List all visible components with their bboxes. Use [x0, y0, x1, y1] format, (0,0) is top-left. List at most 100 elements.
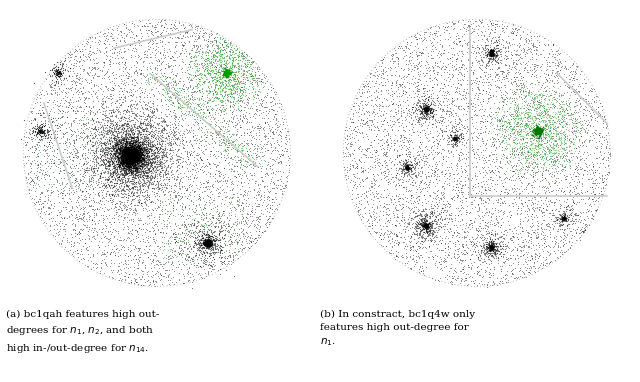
- Point: [103, 181, 113, 188]
- Point: [405, 165, 415, 171]
- Point: [541, 121, 551, 127]
- Point: [421, 108, 431, 114]
- Point: [109, 252, 120, 258]
- Point: [517, 163, 527, 169]
- Point: [426, 110, 436, 116]
- Point: [397, 87, 408, 93]
- Point: [120, 131, 131, 137]
- Point: [413, 119, 424, 125]
- Point: [124, 152, 134, 158]
- Point: [470, 248, 480, 254]
- Point: [168, 202, 178, 209]
- Point: [437, 205, 447, 211]
- Point: [224, 195, 234, 201]
- Point: [98, 168, 108, 175]
- Point: [511, 188, 521, 194]
- Point: [138, 139, 148, 145]
- Point: [403, 165, 413, 171]
- Point: [160, 146, 170, 152]
- Point: [111, 137, 122, 143]
- Point: [539, 41, 549, 47]
- Point: [145, 36, 155, 42]
- Point: [131, 163, 141, 170]
- Point: [124, 154, 134, 160]
- Point: [143, 168, 154, 175]
- Point: [171, 125, 181, 131]
- Point: [118, 151, 129, 157]
- Point: [497, 118, 507, 124]
- Point: [452, 136, 462, 142]
- Point: [522, 140, 532, 146]
- Point: [538, 144, 548, 150]
- Point: [120, 160, 131, 167]
- Point: [486, 51, 497, 57]
- Point: [468, 123, 479, 129]
- Point: [444, 173, 454, 179]
- Point: [127, 181, 137, 188]
- Point: [212, 69, 223, 75]
- Point: [141, 141, 151, 147]
- Point: [124, 151, 134, 157]
- Point: [118, 179, 128, 185]
- Point: [410, 213, 420, 219]
- Point: [67, 50, 77, 57]
- Point: [127, 153, 138, 159]
- Point: [208, 234, 218, 240]
- Point: [554, 158, 564, 164]
- Point: [210, 123, 220, 129]
- Point: [124, 159, 134, 165]
- Point: [48, 232, 58, 238]
- Point: [179, 204, 189, 210]
- Point: [136, 154, 146, 160]
- Point: [181, 112, 191, 118]
- Point: [139, 159, 149, 165]
- Point: [113, 146, 124, 152]
- Point: [511, 147, 521, 153]
- Point: [141, 189, 152, 195]
- Point: [486, 20, 496, 26]
- Point: [484, 112, 494, 118]
- Point: [246, 208, 256, 214]
- Point: [138, 98, 148, 104]
- Point: [108, 170, 118, 176]
- Point: [526, 197, 536, 203]
- Point: [85, 34, 95, 40]
- Point: [210, 118, 220, 124]
- Point: [420, 106, 431, 112]
- Point: [435, 41, 445, 47]
- Point: [557, 113, 567, 120]
- Point: [129, 148, 140, 154]
- Point: [396, 165, 406, 172]
- Point: [208, 236, 218, 243]
- Point: [138, 148, 148, 154]
- Point: [193, 107, 204, 113]
- Point: [186, 22, 196, 28]
- Point: [100, 183, 111, 189]
- Point: [54, 84, 64, 91]
- Point: [207, 55, 217, 61]
- Point: [203, 240, 213, 246]
- Point: [132, 157, 142, 163]
- Point: [65, 207, 76, 213]
- Point: [113, 104, 124, 110]
- Point: [191, 53, 202, 60]
- Point: [587, 167, 597, 173]
- Point: [422, 211, 432, 217]
- Point: [533, 128, 543, 134]
- Point: [420, 221, 431, 227]
- Point: [500, 96, 510, 102]
- Point: [132, 245, 143, 251]
- Point: [449, 66, 460, 72]
- Point: [559, 215, 569, 221]
- Point: [111, 114, 122, 120]
- Point: [118, 147, 129, 153]
- Point: [405, 154, 415, 160]
- Point: [125, 152, 136, 158]
- Point: [524, 155, 534, 161]
- Point: [421, 107, 431, 113]
- Point: [572, 89, 582, 95]
- Point: [113, 263, 124, 269]
- Point: [81, 68, 92, 74]
- Point: [119, 172, 129, 178]
- Point: [485, 247, 495, 253]
